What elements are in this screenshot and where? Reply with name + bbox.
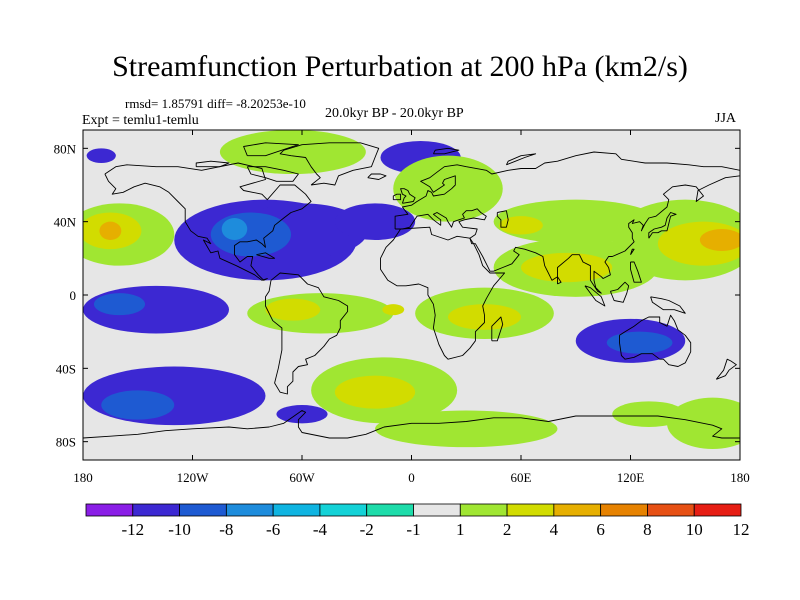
experiment-label: Expt = temlu1-temlu [82,113,199,128]
field-blob [612,401,686,427]
field-blob [667,397,740,449]
coastline-antarctica [83,410,740,439]
coastline-eurasia [394,151,740,294]
colorbar-label: -10 [168,520,191,539]
colorbar-swatch [132,503,180,517]
y-tick-label: 80N [54,141,77,156]
field-blob [521,252,613,283]
colorbar-label: -6 [266,520,280,539]
colorbar-label: 10 [686,520,703,539]
field-blob [375,410,558,448]
field-blob [393,155,503,222]
x-tick-label: 0 [408,470,415,485]
field-blob [499,216,543,235]
colorbar-label: 4 [550,520,559,539]
colorbar-label: 1 [456,520,465,539]
colorbar-swatch [413,503,461,517]
colorbar-swatch [85,503,134,517]
coastline-north-america [104,162,312,281]
coastline-new-zealand [715,358,737,380]
colorbar-swatch [600,503,648,517]
colorbar-label: -1 [406,520,420,539]
field-blob [699,229,740,251]
coastline-taiwan [630,248,635,255]
field-blob [276,405,328,424]
colorbar-label: 12 [733,520,750,539]
y-tick-label: 40N [54,215,77,230]
coastline-new-guinea [650,296,686,314]
coastline-iceland [367,173,387,180]
field-blob [334,203,416,241]
coastline-baffin [246,166,299,182]
y-tick-label: 40S [56,361,76,376]
colorbar-swatch [459,503,508,517]
colorbar-swatch [319,503,368,517]
coastline-sri-lanka [557,276,562,285]
season-label: JJA [715,111,737,126]
colorbar-swatch [693,503,742,517]
colorbar-label: -2 [360,520,374,539]
colorbar: -12 -10 -8 -6 -4 -2 -1 1 2 4 6 8 10 12 [85,503,750,539]
colorbar-swatch [225,503,274,517]
coastline-svalbard [432,147,460,155]
field-blob [101,390,175,420]
coastline-cuba [256,252,276,259]
coastline-novaya-zemlya [505,153,537,166]
colorbar-label: -8 [219,520,233,539]
coastline-caspian-sea [496,210,509,228]
x-tick-label: 120E [617,470,645,485]
coastline-africa [380,226,506,360]
colorbar-swatch [179,503,227,517]
x-tick-label: 180 [730,470,750,485]
field-contours [83,130,740,449]
field-blob [86,148,116,164]
colorbar-label: 8 [643,520,652,539]
coastline-madagascar [491,316,504,342]
coastline-australia [619,314,692,367]
colorbar-label: -4 [313,520,328,539]
colorbar-swatch [366,503,414,517]
colorbar-label: 6 [596,520,605,539]
field-blob [219,130,366,174]
x-tick-label: 120W [177,470,210,485]
y-tick-label: 80S [56,435,76,450]
colorbar-swatch [506,503,555,517]
coastline-borneo [609,281,630,303]
coastline-ireland [392,193,402,201]
axes: 180 120W 60W 0 60E 120E 180 80N 40N 0 40S 80S [54,130,750,485]
chart-title: Streamfunction Perturbation at 200 hPa (… [112,50,688,83]
field-blob [93,293,146,316]
field-blob [606,331,673,354]
period-label: 20.0kyr BP - 20.0kyr BP [325,106,464,121]
colorbar-label: -12 [121,520,144,539]
x-tick-label: 180 [73,470,93,485]
field-blob [382,304,405,316]
coastline-victoria-island [195,160,230,168]
field-blob [265,298,321,321]
colorbar-swatch [553,503,602,517]
x-tick-label: 60E [511,470,532,485]
field-blob [221,218,248,240]
field-blob [210,212,292,257]
colorbar-swatch [272,503,321,517]
stats-label: rmsd= 1.85791 diff= -8.20253e-10 [125,96,306,111]
colorbar-swatch [647,503,695,517]
coastline-japan [648,212,677,239]
coastline-sumatra [584,285,606,307]
coastline-british-isles [400,188,416,204]
y-tick-label: 0 [70,288,77,303]
coastline-greenland [279,142,380,186]
field-blob [99,221,122,240]
x-tick-label: 60W [289,470,315,485]
coastline-philippines [630,261,642,283]
field-blob [334,375,416,409]
colorbar-label: 2 [503,520,512,539]
coastline-ellesmere [243,142,299,157]
coastlines [83,142,740,439]
coastline-south-america [265,272,349,395]
